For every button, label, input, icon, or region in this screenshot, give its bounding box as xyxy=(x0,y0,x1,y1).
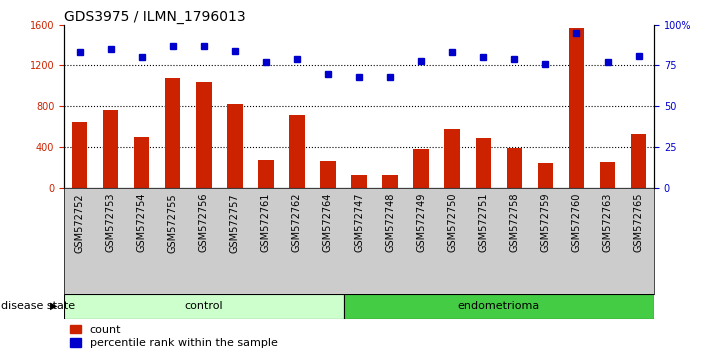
Text: GSM572763: GSM572763 xyxy=(602,193,613,252)
Text: GSM572747: GSM572747 xyxy=(354,193,364,252)
Bar xyxy=(476,138,491,188)
Text: GSM572762: GSM572762 xyxy=(292,193,302,252)
Text: GSM572750: GSM572750 xyxy=(447,193,457,252)
Legend: count, percentile rank within the sample: count, percentile rank within the sample xyxy=(70,325,277,348)
Bar xyxy=(343,294,654,319)
Text: control: control xyxy=(184,301,223,311)
Text: GSM572760: GSM572760 xyxy=(572,193,582,252)
Bar xyxy=(506,148,522,188)
Text: GSM572753: GSM572753 xyxy=(105,193,116,252)
Bar xyxy=(134,137,149,188)
Text: endometrioma: endometrioma xyxy=(458,301,540,311)
Bar xyxy=(413,149,429,188)
Bar xyxy=(258,160,274,188)
Text: GSM572759: GSM572759 xyxy=(540,193,550,252)
Text: GSM572756: GSM572756 xyxy=(199,193,209,252)
Bar xyxy=(538,163,553,188)
Bar xyxy=(103,110,118,188)
Text: GSM572748: GSM572748 xyxy=(385,193,395,252)
Bar xyxy=(64,294,343,319)
Text: GDS3975 / ILMN_1796013: GDS3975 / ILMN_1796013 xyxy=(64,10,245,24)
Text: disease state: disease state xyxy=(1,301,75,311)
Bar xyxy=(289,115,305,188)
Text: GSM572755: GSM572755 xyxy=(168,193,178,252)
Text: ▶: ▶ xyxy=(50,301,57,311)
Bar xyxy=(227,104,242,188)
Bar xyxy=(600,162,615,188)
Bar xyxy=(631,134,646,188)
Bar xyxy=(165,78,181,188)
Text: GSM572749: GSM572749 xyxy=(416,193,426,252)
Text: GSM572754: GSM572754 xyxy=(137,193,146,252)
Bar xyxy=(569,28,584,188)
Bar xyxy=(383,176,398,188)
Text: GSM572758: GSM572758 xyxy=(509,193,519,252)
Bar xyxy=(196,82,212,188)
Bar xyxy=(351,176,367,188)
Text: GSM572752: GSM572752 xyxy=(75,193,85,252)
Bar xyxy=(320,161,336,188)
Bar xyxy=(444,129,460,188)
Text: GSM572764: GSM572764 xyxy=(323,193,333,252)
Bar xyxy=(72,122,87,188)
Text: GSM572757: GSM572757 xyxy=(230,193,240,252)
Text: GSM572751: GSM572751 xyxy=(479,193,488,252)
Text: GSM572761: GSM572761 xyxy=(261,193,271,252)
Text: GSM572765: GSM572765 xyxy=(634,193,643,252)
